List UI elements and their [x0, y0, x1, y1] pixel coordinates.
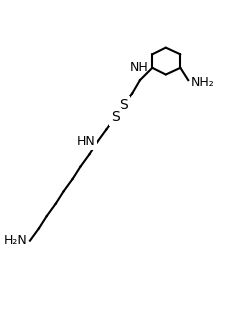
Text: S: S: [111, 110, 120, 124]
Text: HN: HN: [76, 136, 95, 148]
Text: NH: NH: [130, 61, 149, 74]
Text: S: S: [119, 98, 127, 112]
Text: NH₂: NH₂: [190, 76, 214, 89]
Text: H₂N: H₂N: [4, 234, 28, 247]
